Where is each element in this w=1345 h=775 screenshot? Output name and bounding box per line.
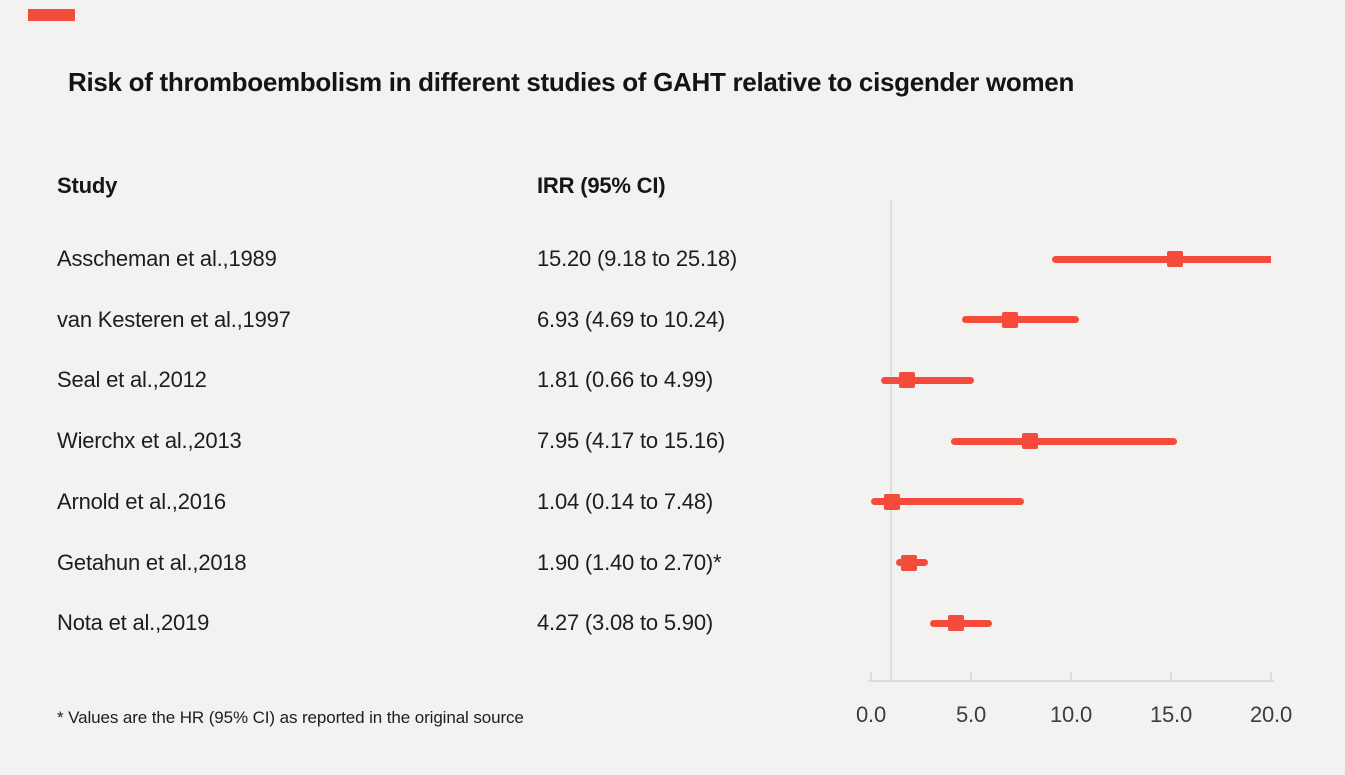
ci-bar [870,498,1024,506]
ci-bar [961,316,1079,324]
x-axis-tick-label: 0.0 [856,702,886,727]
column-header-study: Study [57,173,118,198]
estimate-marker [1022,433,1038,450]
ci-bar [1051,255,1271,263]
study-row: Wierchx et al.,2013 7.95 (4.17 to 15.16) [0,426,870,456]
x-axis-tick [1170,672,1172,681]
estimate-marker [948,615,965,632]
irr-value: 1.90 (1.40 to 2.70)* [537,549,722,575]
study-row: Seal et al.,2012 1.81 (0.66 to 4.99) [0,365,870,395]
irr-value: 1.81 (0.66 to 4.99) [537,367,713,393]
estimate-marker [883,493,900,510]
ci-bar [881,376,974,384]
x-axis-tick [1270,672,1272,681]
column-header-irr: IRR (95% CI) [537,173,666,198]
irr-value: 1.04 (0.14 to 7.48) [537,488,713,514]
study-label: Getahun et al.,2018 [57,549,247,575]
x-axis-tick [1070,672,1072,681]
chart-title: Risk of thromboembolism in different stu… [68,67,1075,97]
study-label: Arnold et al.,2016 [57,488,226,514]
estimate-marker [899,372,916,389]
footnote: * Values are the HR (95% CI) as reported… [57,708,524,727]
estimate-marker [1001,311,1018,328]
x-axis-tick-label: 5.0 [956,702,986,727]
x-axis-tick [870,672,872,681]
x-axis-tick-label: 10.0 [1049,702,1093,727]
x-axis-tick-label: 15.0 [1149,702,1193,727]
study-label: Seal et al.,2012 [57,367,207,393]
estimate-marker [901,554,917,571]
irr-value: 7.95 (4.17 to 15.16) [537,428,726,454]
study-row: Asscheman et al.,1989 15.20 (9.18 to 25.… [0,244,870,274]
estimate-marker [1167,251,1183,267]
irr-value: 4.27 (3.08 to 5.90) [537,610,713,636]
x-axis-line [868,680,1274,682]
irr-value: 6.93 (4.69 to 10.24) [537,306,726,332]
study-label: Nota et al.,2019 [57,610,210,636]
study-label: Asscheman et al.,1989 [57,246,277,271]
study-label: Wierchx et al.,2013 [57,428,242,454]
study-row: Arnold et al.,2016 1.04 (0.14 to 7.48) [0,487,870,517]
study-row: Nota et al.,2019 4.27 (3.08 to 5.90) [0,608,870,638]
x-axis-tick [970,672,972,681]
x-axis-tick-label: 20.0 [1249,702,1293,727]
study-row: Getahun et al.,2018 1.90 (1.40 to 2.70)* [0,548,870,578]
study-label: van Kesteren et al.,1997 [57,306,291,332]
reference-line [890,200,892,682]
irr-value: 15.20 (9.18 to 25.18) [537,246,738,271]
brand-accent-dash [28,9,75,21]
ci-bar [951,437,1178,445]
study-row: van Kesteren et al.,1997 6.93 (4.69 to 1… [0,305,870,335]
